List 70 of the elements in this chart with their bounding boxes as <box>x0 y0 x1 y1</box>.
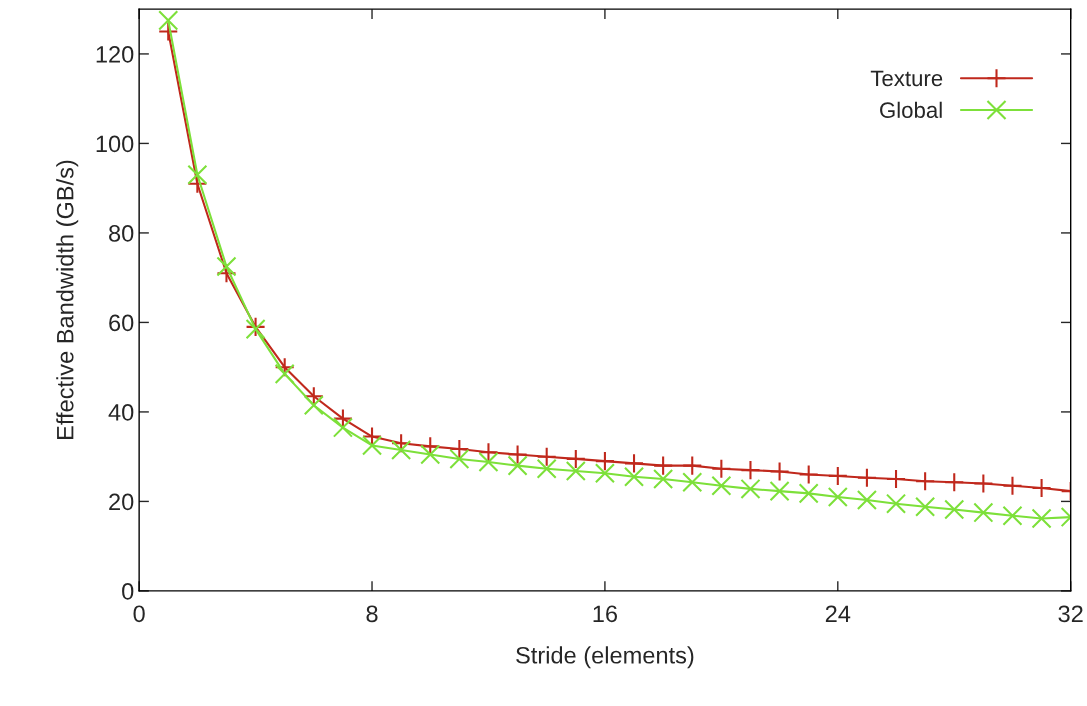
point <box>565 460 586 482</box>
point <box>1031 508 1052 529</box>
point <box>798 464 819 485</box>
y-tick-label: 120 <box>96 46 134 63</box>
point <box>711 475 732 496</box>
point <box>915 496 936 517</box>
point <box>1002 475 1023 496</box>
point <box>1002 505 1023 526</box>
x-tick-label: 8 <box>366 605 378 623</box>
point <box>653 468 674 490</box>
point <box>856 490 877 511</box>
y-tick-label: 40 <box>108 403 134 421</box>
point <box>653 455 674 476</box>
point <box>973 473 994 494</box>
point <box>158 21 179 42</box>
x-tick-label: 0 <box>133 605 145 623</box>
point <box>798 483 819 504</box>
point <box>740 460 761 481</box>
point <box>944 499 965 520</box>
point <box>449 448 470 469</box>
point <box>856 467 877 488</box>
x-tick-label: 16 <box>593 605 618 623</box>
y-tick-label: 80 <box>109 224 134 242</box>
x-tick-label: 24 <box>825 605 851 622</box>
point <box>216 256 237 277</box>
point <box>449 439 470 460</box>
point <box>274 363 295 384</box>
point <box>303 395 324 416</box>
point <box>769 461 790 482</box>
legend-label: Texture <box>870 70 943 87</box>
point <box>536 446 557 467</box>
point <box>594 451 615 472</box>
point <box>711 458 732 479</box>
point <box>507 444 528 465</box>
point <box>536 458 557 479</box>
y-tick-label: 60 <box>109 314 134 332</box>
point <box>1031 477 1052 499</box>
y-tick-label: 20 <box>109 493 134 511</box>
x-axis-title: Stride (elements) <box>516 646 694 669</box>
point <box>915 471 936 492</box>
point <box>682 472 703 493</box>
point <box>565 448 586 469</box>
point <box>623 466 645 487</box>
point <box>478 451 499 473</box>
point <box>332 417 353 438</box>
point <box>769 481 790 502</box>
x-tick-label: 32 <box>1058 605 1083 623</box>
point <box>885 493 907 514</box>
point <box>187 164 208 185</box>
point <box>507 455 528 476</box>
point <box>827 465 848 486</box>
point <box>361 435 383 456</box>
point <box>885 468 907 490</box>
point <box>827 486 848 508</box>
point <box>158 10 179 31</box>
point <box>391 439 412 461</box>
point <box>944 472 965 493</box>
point <box>682 455 703 476</box>
y-tick-label: 0 <box>122 582 134 600</box>
point <box>332 408 353 429</box>
y-axis-title: Effective Bandwidth (GB/s) <box>56 160 79 439</box>
point <box>623 453 645 474</box>
point <box>973 502 994 523</box>
legend-label: Global <box>880 101 942 119</box>
point <box>740 478 761 499</box>
y-tick-label: 100 <box>96 135 134 153</box>
point <box>361 426 383 447</box>
point <box>594 463 615 484</box>
point <box>420 444 441 465</box>
point <box>478 442 499 463</box>
